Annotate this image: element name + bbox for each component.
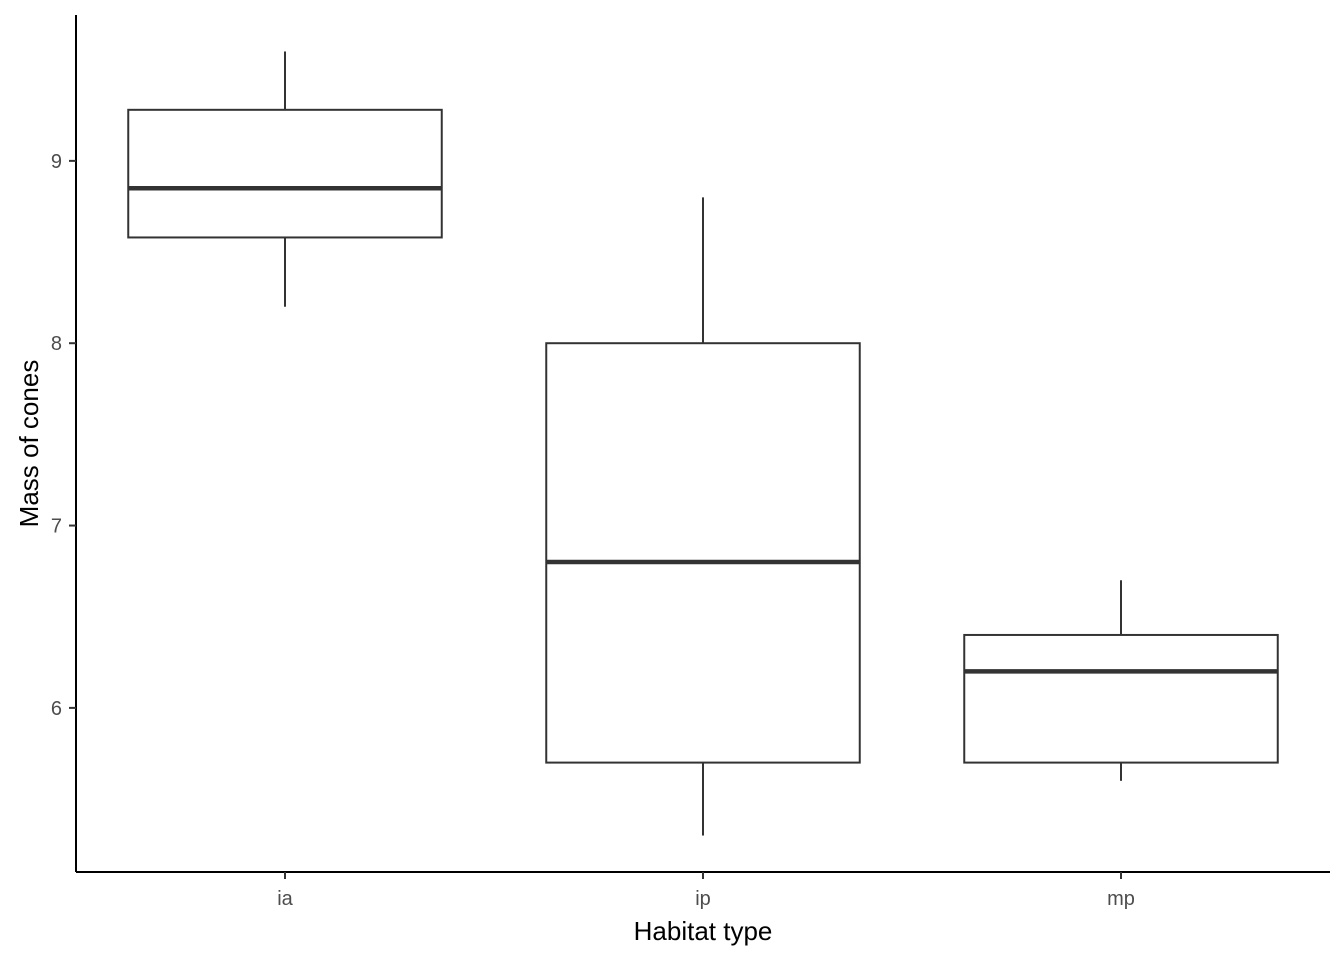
y-tick-label: 8 — [51, 333, 62, 355]
y-tick-label: 6 — [51, 698, 62, 720]
x-axis-title: Habitat type — [634, 916, 773, 946]
box-iqr — [963, 633, 1279, 764]
boxes-layer — [127, 51, 1279, 836]
x-tick-label: ip — [695, 888, 711, 910]
box-ip — [545, 197, 861, 836]
x-tick-label: ia — [277, 888, 293, 910]
y-tick-label: 7 — [51, 516, 62, 538]
box-iqr — [127, 108, 443, 239]
box-iqr — [545, 342, 861, 764]
y-axis-title: Mass of cones — [14, 360, 44, 528]
y-ticks: 6 7 8 9 — [51, 151, 76, 720]
y-tick-label: 9 — [51, 151, 62, 173]
x-tick-label: mp — [1107, 888, 1135, 910]
box-mp — [963, 580, 1279, 781]
x-ticks: ia ip mp — [277, 872, 1135, 910]
box-ia — [127, 51, 443, 307]
